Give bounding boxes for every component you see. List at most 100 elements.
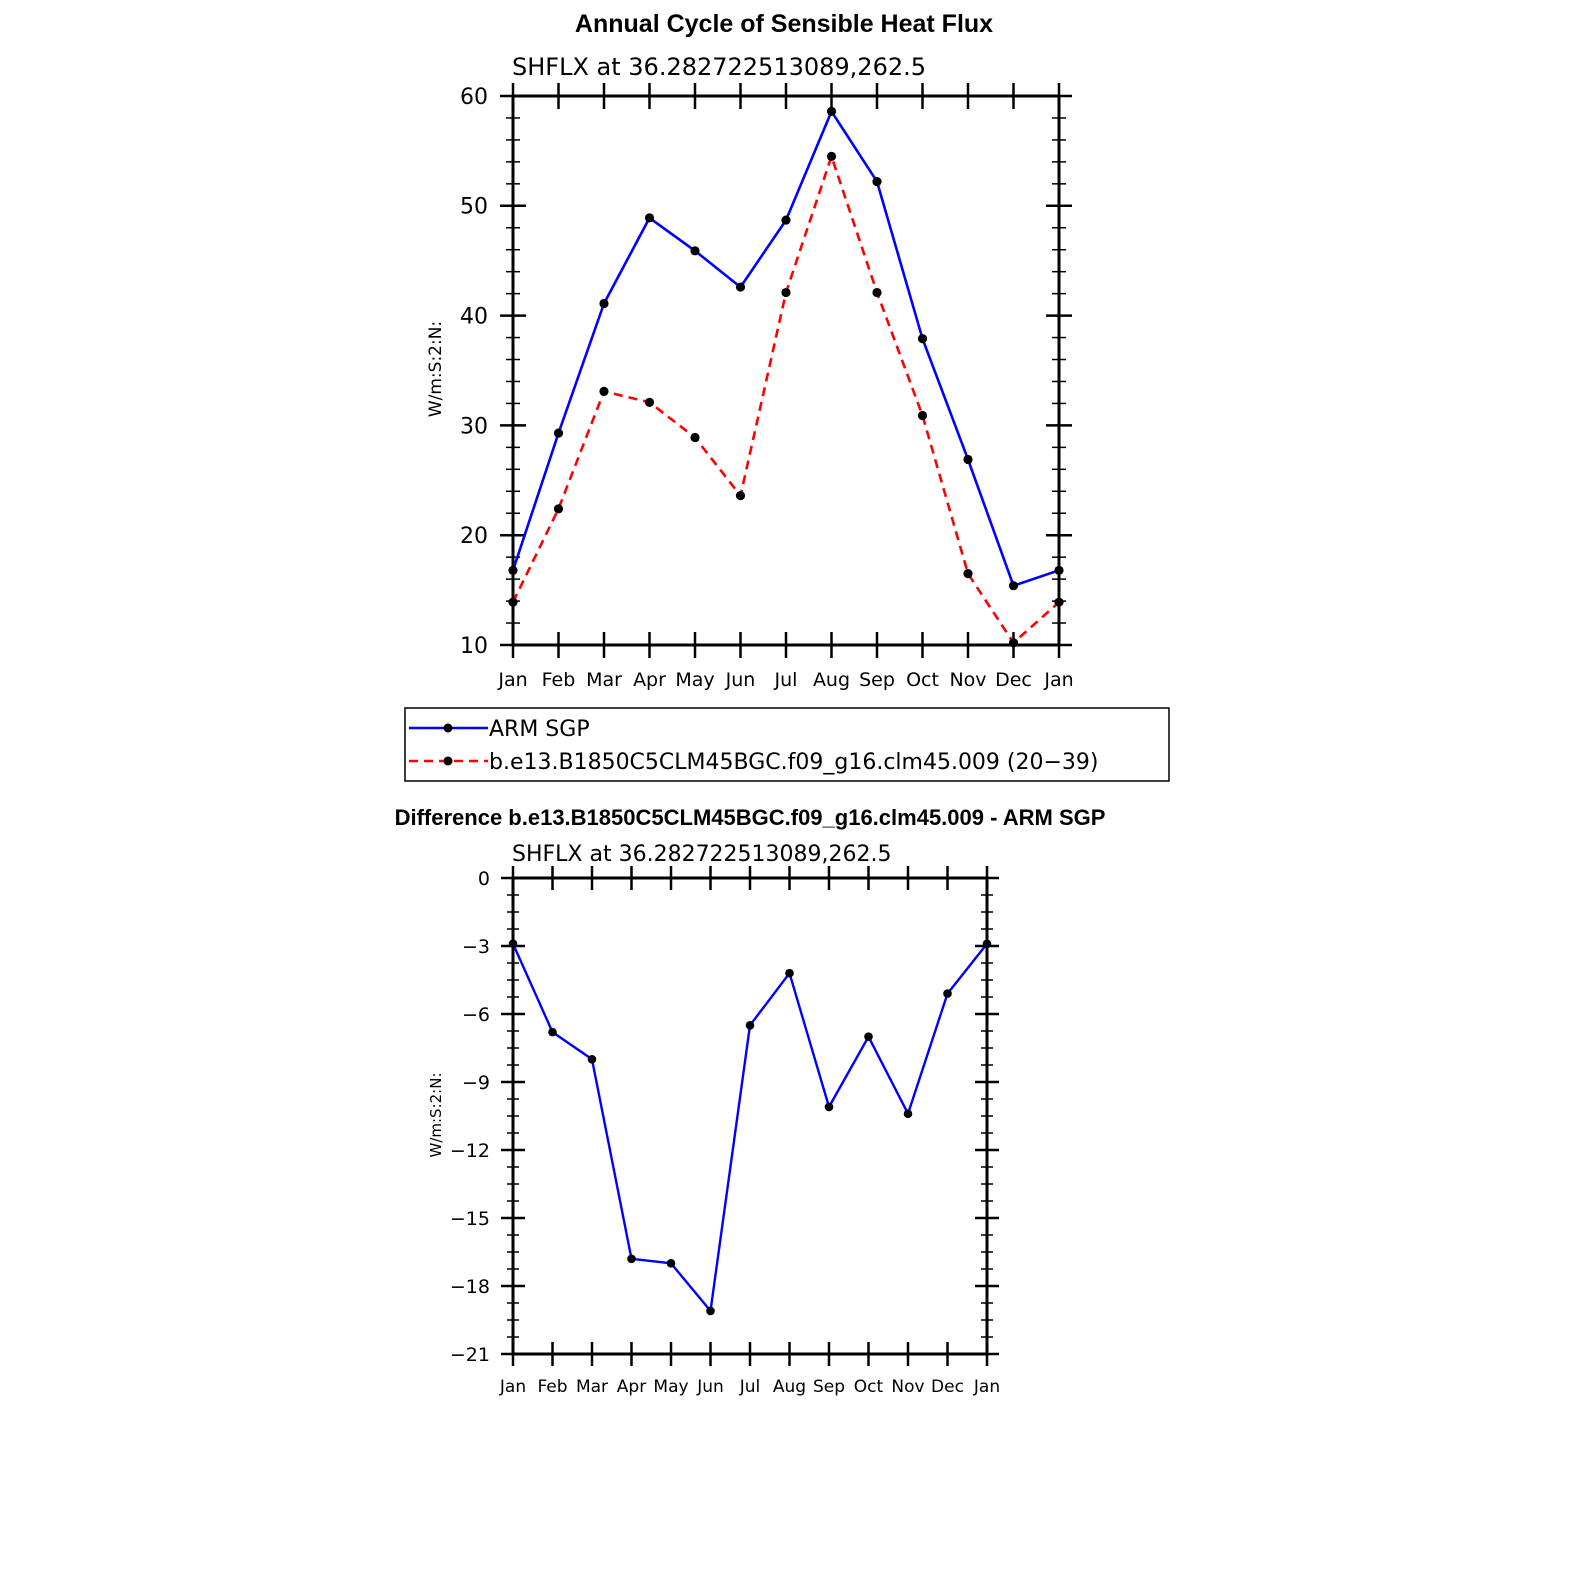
data-point-0 [508,939,518,949]
x-tick-label: Oct [906,669,939,691]
x-tick-labels: Jan Feb Mar Apr May Jun Jul Aug Sep Oct Nov Dec Jan [499,1377,1000,1397]
data-point-1 [872,287,882,298]
x-tick-label: Mar [586,669,622,691]
difference-chart: Difference b.e13.B1850C5CLM45BGC.f09_g16… [395,805,1106,1397]
data-point-1 [1054,597,1064,607]
x-tick-label: Jun [696,1377,724,1397]
x-tick-label: Jan [499,1377,526,1397]
y-tick-label: −6 [462,1004,490,1026]
data-point-1 [735,491,746,501]
data-point-1 [781,287,791,298]
x-tick-label: Dec [995,669,1032,691]
legend-label-model: b.e13.B1850C5CLM45BGC.f09_g16.clm45.009 … [489,750,1099,775]
chart-subtitle: SHFLX at 36.282722513089,262.5 [512,842,892,867]
x-tick-label: Mar [576,1377,608,1397]
data-point-0 [587,1055,597,1064]
data-point-0 [903,1109,913,1119]
x-tick-label: Aug [813,669,850,691]
x-tick-label: Jan [497,669,527,691]
axis-ticks [501,866,999,1366]
y-tick-label: 30 [460,414,488,439]
legend-marker-arm-sgp [443,723,453,733]
series-line-1 [511,155,1060,645]
series-line-0 [511,110,1060,588]
plot-frame [511,94,1061,647]
data-point-0 [1054,565,1064,575]
data-point-0 [553,428,564,438]
x-tick-label: May [675,669,714,691]
chart-title: Difference b.e13.B1850C5CLM45BGC.f09_g16… [395,805,1106,830]
data-point-0 [963,454,973,465]
data-markers [508,106,1064,648]
data-point-1 [690,432,700,443]
data-point-0 [872,177,882,187]
x-tick-label: May [653,1377,688,1397]
x-tick-label: Feb [542,669,576,691]
y-tick-label: −12 [450,1140,490,1162]
data-point-1 [644,397,655,407]
data-point-0 [627,1254,636,1264]
data-point-0 [735,282,746,292]
data-point-0 [706,1306,715,1316]
data-point-1 [1008,638,1019,648]
legend-entry-arm-sgp: ARM SGP [409,717,590,742]
legend-entry-model: b.e13.B1850C5CLM45BGC.f09_g16.clm45.009 … [409,750,1099,775]
legend-box [404,707,1170,782]
data-point-0 [644,213,655,223]
y-tick-label: −18 [450,1276,490,1298]
legend-label-arm-sgp: ARM SGP [489,717,590,742]
x-tick-label: Apr [633,669,666,691]
data-point-1 [963,569,973,579]
y-tick-label: 50 [460,195,488,220]
x-tick-label: Jul [774,669,798,691]
data-point-0 [781,215,791,225]
data-point-0 [1008,581,1019,591]
x-tick-labels: Jan Feb Mar Apr May Jun Jul Aug Sep Oct Nov Dec Jan [497,669,1073,691]
data-point-0 [824,1102,834,1112]
y-tick-label: −21 [450,1344,490,1366]
x-tick-label: Dec [931,1377,964,1397]
data-point-0 [982,939,992,949]
chart-subtitle: SHFLX at 36.282722513089,262.5 [512,53,926,81]
annual-cycle-chart: Annual Cycle of Sensible Heat Flux SHFLX… [404,10,1170,782]
x-tick-label: Jan [1043,669,1073,691]
y-tick-label: 40 [460,305,488,330]
x-tick-label: Jun [725,669,756,691]
legend: ARM SGP b.e13.B1850C5CLM45BGC.f09_g16.cl… [404,707,1170,782]
x-tick-label: Sep [813,1377,845,1397]
data-point-1 [508,597,518,607]
data-point-1 [599,386,609,396]
data-point-0 [690,246,700,256]
data-point-0 [548,1027,557,1037]
data-point-0 [745,1021,755,1030]
y-axis-label: W/m:S:2:N: [427,1073,445,1158]
plot-frame [511,876,989,1356]
data-point-1 [826,151,837,161]
y-tick-labels: 10 20 30 40 50 60 [460,85,488,659]
x-tick-label: Nov [949,669,986,691]
data-point-0 [599,298,609,309]
data-point-0 [666,1259,676,1268]
data-point-0 [785,968,794,978]
data-point-0 [917,334,928,344]
x-tick-label: Sep [859,669,895,691]
chart-title: Annual Cycle of Sensible Heat Flux [575,10,993,38]
data-point-0 [508,565,518,575]
series-lines [511,110,1060,645]
y-tick-label: −3 [462,936,490,958]
data-point-0 [826,106,837,116]
y-tick-label: −15 [450,1208,490,1230]
data-point-0 [943,989,952,998]
x-tick-label: Aug [773,1377,806,1397]
y-tick-label: −9 [462,1072,490,1094]
series-line-0 [511,942,988,1313]
y-axis-label: W/m:S:2:N: [426,321,446,417]
y-tick-label: 20 [460,524,488,549]
x-tick-label: Jul [739,1377,761,1397]
x-tick-label: Jan [973,1377,1000,1397]
x-tick-label: Oct [854,1377,884,1397]
y-tick-labels: 0 −3 −6 −9 −12 −15 −18 −21 [450,868,490,1366]
data-markers [508,939,992,1316]
data-point-1 [917,410,928,421]
